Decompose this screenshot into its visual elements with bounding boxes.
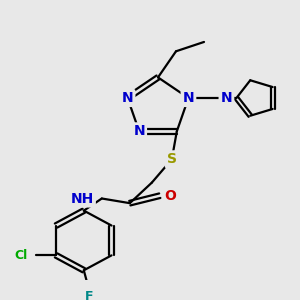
Text: N: N (122, 91, 134, 105)
Text: N: N (220, 91, 232, 105)
Text: F: F (85, 290, 93, 300)
Text: N: N (134, 124, 145, 138)
Text: O: O (164, 189, 176, 203)
Text: S: S (167, 152, 177, 166)
Text: N: N (183, 91, 194, 105)
Text: NH: NH (70, 191, 94, 206)
Text: Cl: Cl (15, 249, 28, 262)
